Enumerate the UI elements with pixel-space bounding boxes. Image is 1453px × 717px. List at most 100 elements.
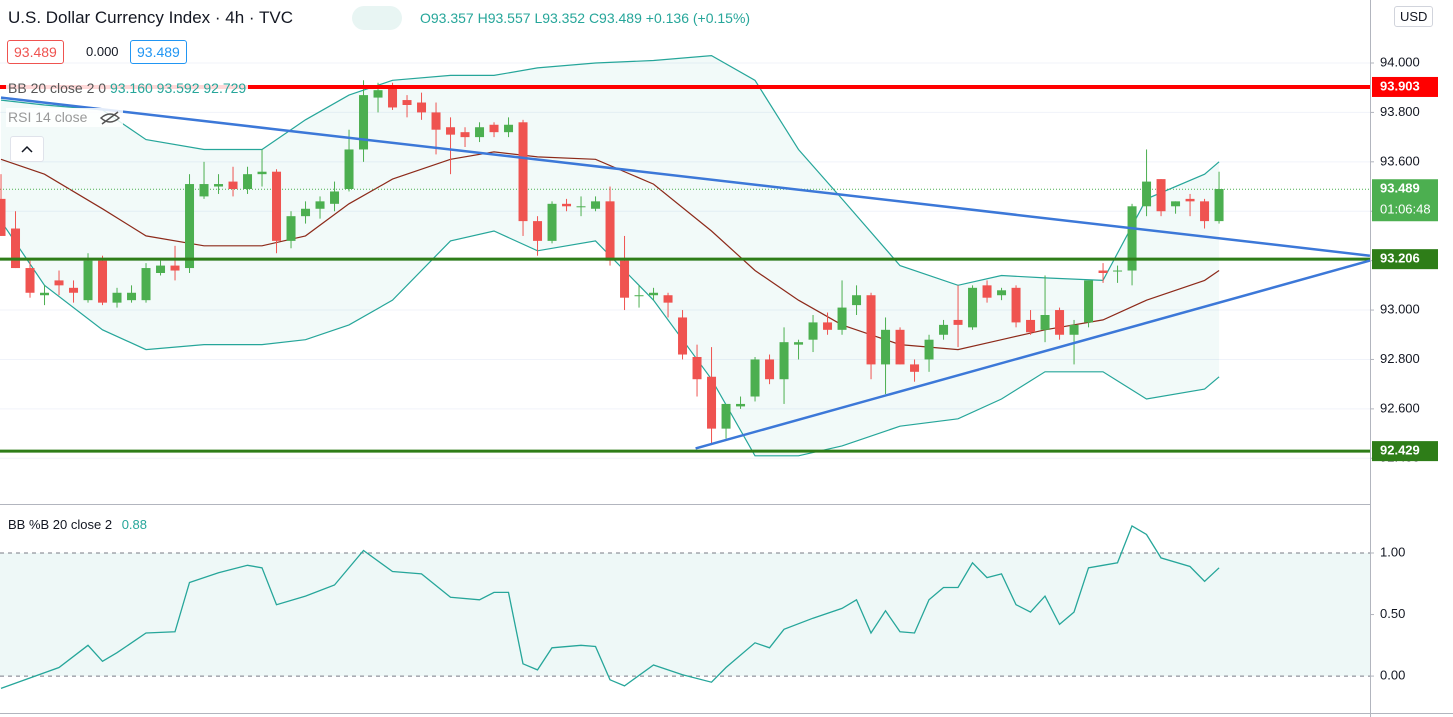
candle-body	[1156, 179, 1166, 212]
candle-body	[1200, 201, 1210, 222]
axis-labels: 94.00093.80093.60093.40093.20093.00092.8…	[1372, 54, 1438, 683]
candle-body	[475, 127, 485, 138]
y2-tick-label: 1.00	[1380, 544, 1405, 559]
rsi-label: RSI 14 close	[8, 109, 88, 125]
candle-body	[721, 403, 731, 429]
level-label: 93.206	[1380, 251, 1420, 266]
candle-body	[388, 87, 398, 108]
candle-body	[98, 260, 108, 303]
candle-body	[1084, 280, 1094, 323]
y-tick-label: 92.800	[1380, 351, 1420, 366]
y-tick-label: 93.800	[1380, 104, 1420, 119]
candle-body	[1185, 198, 1195, 202]
bb-upper	[0, 54, 1220, 286]
candle-body	[953, 319, 963, 325]
sell-button[interactable]: 93.489	[7, 40, 64, 64]
candle-body	[895, 329, 905, 365]
candle-body	[301, 208, 311, 217]
level-label-bg	[1372, 441, 1438, 462]
candle-body	[634, 295, 644, 297]
candle-body	[808, 322, 818, 340]
candle-body	[924, 339, 934, 360]
candle-body	[1011, 287, 1021, 323]
bb-value: 93.592	[156, 80, 200, 96]
collapse-button[interactable]	[10, 136, 44, 162]
level-label: 92.429	[1380, 443, 1420, 458]
ohlc-high: H93.557	[477, 10, 531, 26]
hidden-icon[interactable]	[99, 110, 121, 126]
candle-body	[852, 295, 862, 306]
candle-body	[837, 307, 847, 330]
candle-body	[272, 171, 282, 241]
spread: 0.000	[86, 44, 119, 59]
candle-body	[504, 124, 514, 133]
y-tick-label: 93.600	[1380, 153, 1420, 168]
candle-body	[1098, 270, 1108, 273]
candle-body	[939, 324, 949, 335]
candle-body	[286, 216, 296, 241]
candle-body	[460, 132, 470, 138]
candle-body	[910, 364, 920, 372]
candle-body	[982, 285, 992, 298]
ohlc-legend: O93.357 H93.557 L93.352 C93.489 +0.136 (…	[420, 10, 750, 26]
candle-body	[431, 112, 441, 130]
bb-value: 93.160	[109, 80, 153, 96]
candle-body	[1026, 319, 1036, 333]
bb-value: 92.729	[203, 80, 247, 96]
candle-body	[199, 184, 209, 197]
rsi-legend: RSI 14 close	[6, 108, 124, 128]
percent-b-legend: BB %B 20 close 2 0.88	[6, 516, 149, 533]
candle-body	[315, 201, 325, 209]
bb-middle	[0, 151, 1220, 351]
candle-body	[736, 403, 746, 407]
candle-body	[794, 342, 804, 345]
last-price-label: 93.489	[1380, 181, 1420, 196]
candle-body	[25, 268, 35, 293]
chart-title: U.S. Dollar Currency Index · 4h · TVC	[8, 8, 293, 27]
y-tick-label: 92.600	[1380, 400, 1420, 415]
grid	[0, 62, 1374, 677]
percent-b-line	[0, 524, 1220, 690]
candle-body	[1040, 314, 1050, 330]
candle-body	[402, 100, 412, 105]
currency-button[interactable]: USD	[1394, 6, 1434, 27]
marks	[0, 54, 1371, 690]
candle-body	[779, 342, 789, 380]
candle-body	[1127, 206, 1137, 271]
candle-body	[533, 221, 543, 241]
buy-button[interactable]: 93.489	[130, 40, 187, 64]
candle-body	[823, 322, 833, 330]
candle-body	[997, 290, 1007, 296]
candle-body	[0, 198, 6, 236]
candle-body	[156, 265, 166, 273]
percent-b-value: 0.88	[121, 517, 147, 532]
candle-body	[562, 203, 572, 207]
ohlc-change: +0.136 (+0.15%)	[645, 10, 751, 26]
level-label-bg	[1372, 76, 1438, 97]
candle-body	[170, 265, 180, 271]
y2-tick-label: 0.00	[1380, 668, 1405, 683]
ohlc-open: O93.357	[420, 10, 474, 26]
candle-body	[649, 292, 659, 296]
candle-body	[1069, 324, 1079, 335]
candle-body	[214, 184, 224, 187]
candle-body	[243, 174, 253, 189]
bb-fill	[1, 55, 1220, 456]
candle-body	[1171, 201, 1181, 207]
candle-body	[692, 356, 702, 380]
status-pill[interactable]	[352, 6, 402, 30]
candle-body	[344, 149, 354, 189]
candle-body	[446, 127, 456, 135]
percent-b-label: BB %B 20 close 2	[8, 517, 113, 532]
candle-body	[1113, 270, 1123, 272]
y-tick-label: 93.000	[1380, 301, 1420, 316]
candle-body	[750, 359, 760, 397]
candle-body	[417, 102, 427, 113]
candle-body	[866, 295, 876, 365]
candle-body	[576, 206, 586, 208]
level-label: 93.903	[1380, 78, 1420, 93]
candle-body	[881, 329, 891, 365]
